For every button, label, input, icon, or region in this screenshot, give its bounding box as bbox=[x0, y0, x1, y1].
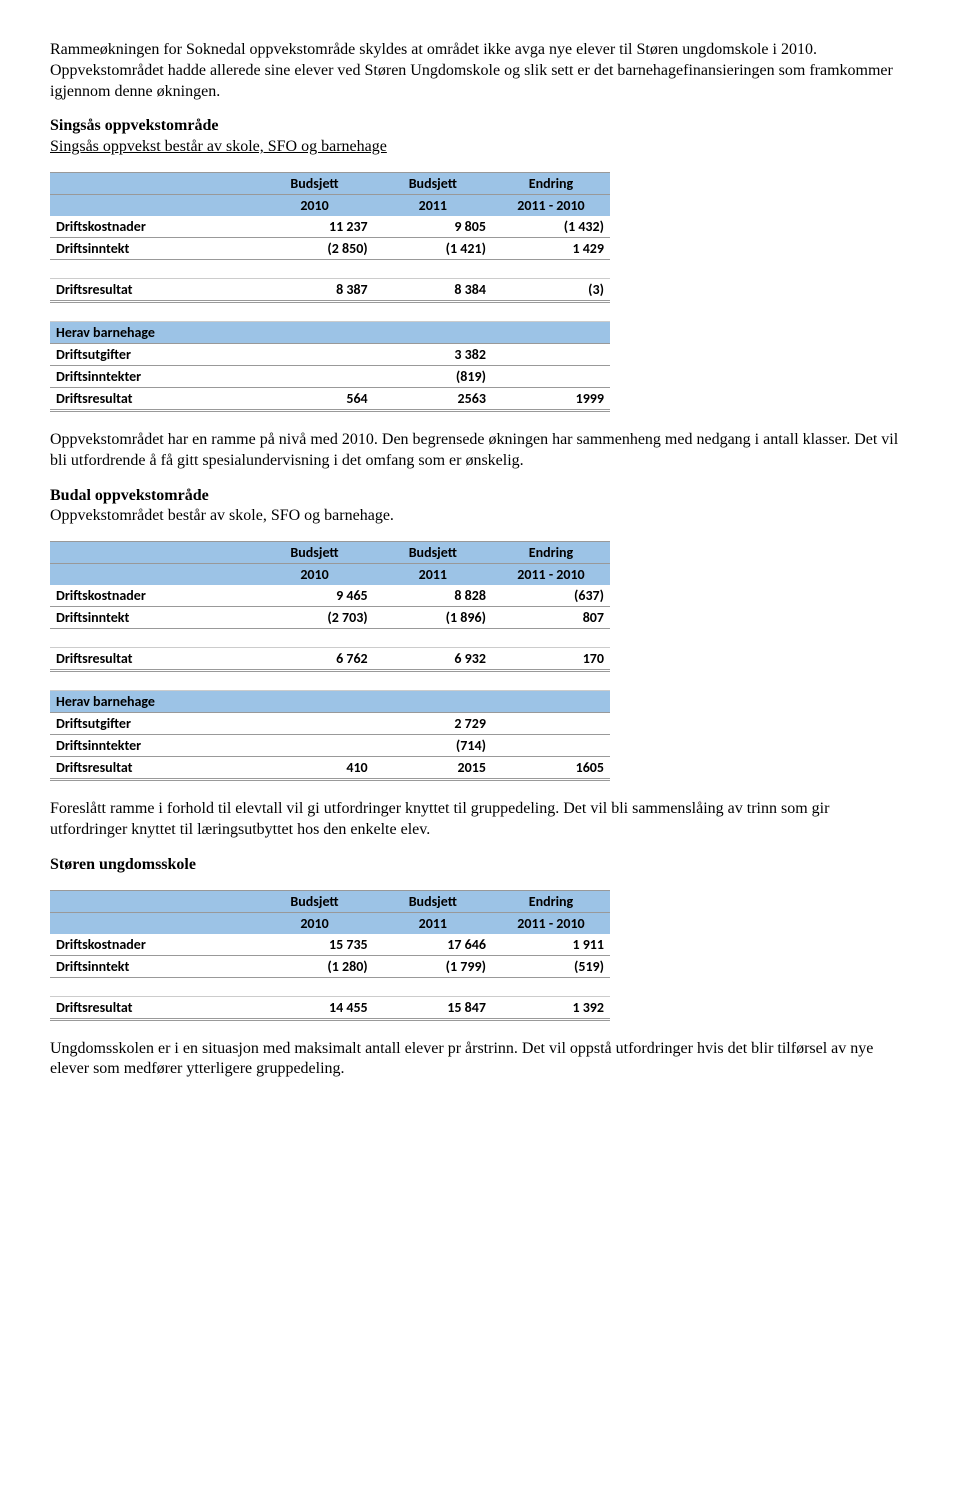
row-label: Herav barnehage bbox=[50, 691, 255, 713]
section-heading: Singsås oppvekstområde Singsås oppvekst … bbox=[50, 116, 910, 158]
heading-sub: Singsås oppvekst består av skole, SFO og… bbox=[50, 138, 387, 155]
row-label: Driftsresultat bbox=[50, 757, 255, 780]
cell: 2563 bbox=[374, 387, 492, 410]
row-label: Driftsinntekter bbox=[50, 735, 255, 757]
row-label: Driftskostnader bbox=[50, 585, 255, 607]
col-year: 2010 bbox=[255, 564, 373, 586]
row-label: Driftskostnader bbox=[50, 216, 255, 238]
budal-table: Budsjett Budsjett Endring 2010 2011 2011… bbox=[50, 541, 610, 781]
col-header: Budsjett bbox=[255, 542, 373, 564]
row-label: Driftsresultat bbox=[50, 996, 255, 1019]
cell: 15 847 bbox=[374, 996, 492, 1019]
col-year: 2011 bbox=[374, 194, 492, 216]
row-label: Driftsinntekt bbox=[50, 237, 255, 259]
cell: 9 465 bbox=[255, 585, 373, 607]
col-year: 2011 - 2010 bbox=[492, 912, 610, 934]
col-year: 2010 bbox=[255, 194, 373, 216]
cell: (1 896) bbox=[374, 607, 492, 629]
cell: (714) bbox=[374, 735, 492, 757]
cell: 170 bbox=[492, 648, 610, 671]
cell bbox=[255, 343, 373, 365]
cell: 2 729 bbox=[374, 713, 492, 735]
cell bbox=[492, 735, 610, 757]
heading-title: Singsås oppvekstområde bbox=[50, 117, 218, 134]
cell: 1999 bbox=[492, 387, 610, 410]
cell: 564 bbox=[255, 387, 373, 410]
col-header: Budsjett bbox=[374, 890, 492, 912]
col-year: 2010 bbox=[255, 912, 373, 934]
paragraph: Ungdomsskolen er i en situasjon med maks… bbox=[50, 1039, 910, 1081]
cell: (2 850) bbox=[255, 237, 373, 259]
singsas-table: Budsjett Budsjett Endring 2010 2011 2011… bbox=[50, 172, 610, 412]
row-label: Driftsresultat bbox=[50, 648, 255, 671]
paragraph: Rammeøkningen for Soknedal oppvekstområd… bbox=[50, 40, 910, 102]
col-header: Budsjett bbox=[255, 890, 373, 912]
col-header: Endring bbox=[492, 542, 610, 564]
cell: (637) bbox=[492, 585, 610, 607]
cell: 6 932 bbox=[374, 648, 492, 671]
cell: 17 646 bbox=[374, 934, 492, 956]
cell: 1605 bbox=[492, 757, 610, 780]
cell: (1 799) bbox=[374, 955, 492, 977]
cell: 3 382 bbox=[374, 343, 492, 365]
row-label: Driftsresultat bbox=[50, 278, 255, 301]
col-header: Budsjett bbox=[374, 172, 492, 194]
heading-title: Støren ungdomsskole bbox=[50, 856, 196, 873]
cell: 14 455 bbox=[255, 996, 373, 1019]
cell: (1 421) bbox=[374, 237, 492, 259]
cell: 9 805 bbox=[374, 216, 492, 238]
cell: (519) bbox=[492, 955, 610, 977]
heading-title: Budal oppvekstområde bbox=[50, 487, 209, 504]
cell: 2015 bbox=[374, 757, 492, 780]
paragraph: Oppvekstområdet har en ramme på nivå med… bbox=[50, 430, 910, 472]
row-label: Driftskostnader bbox=[50, 934, 255, 956]
cell: 1 429 bbox=[492, 237, 610, 259]
cell bbox=[492, 343, 610, 365]
cell bbox=[492, 365, 610, 387]
col-year: 2011 - 2010 bbox=[492, 564, 610, 586]
row-label: Driftsutgifter bbox=[50, 713, 255, 735]
cell: (2 703) bbox=[255, 607, 373, 629]
section-heading: Budal oppvekstområde Oppvekstområdet bes… bbox=[50, 486, 910, 528]
row-label: Herav barnehage bbox=[50, 321, 255, 343]
heading-sub: Oppvekstområdet består av skole, SFO og … bbox=[50, 507, 394, 524]
paragraph: Foreslått ramme i forhold til elevtall v… bbox=[50, 799, 910, 841]
cell: 6 762 bbox=[255, 648, 373, 671]
cell: 15 735 bbox=[255, 934, 373, 956]
cell bbox=[255, 713, 373, 735]
col-year: 2011 bbox=[374, 564, 492, 586]
row-label: Driftsinntekter bbox=[50, 365, 255, 387]
cell bbox=[492, 713, 610, 735]
col-header: Endring bbox=[492, 890, 610, 912]
row-label: Driftsinntekt bbox=[50, 607, 255, 629]
cell: 1 911 bbox=[492, 934, 610, 956]
storen-table: Budsjett Budsjett Endring 2010 2011 2011… bbox=[50, 890, 610, 1021]
cell: 8 384 bbox=[374, 278, 492, 301]
cell: 8 387 bbox=[255, 278, 373, 301]
row-label: Driftsinntekt bbox=[50, 955, 255, 977]
col-header: Endring bbox=[492, 172, 610, 194]
cell: (1 280) bbox=[255, 955, 373, 977]
cell: 8 828 bbox=[374, 585, 492, 607]
cell: (3) bbox=[492, 278, 610, 301]
col-header: Budsjett bbox=[255, 172, 373, 194]
cell: 410 bbox=[255, 757, 373, 780]
section-heading: Støren ungdomsskole bbox=[50, 855, 910, 876]
cell: 1 392 bbox=[492, 996, 610, 1019]
cell bbox=[255, 365, 373, 387]
cell: 11 237 bbox=[255, 216, 373, 238]
cell bbox=[255, 735, 373, 757]
cell: (819) bbox=[374, 365, 492, 387]
cell: (1 432) bbox=[492, 216, 610, 238]
col-year: 2011 bbox=[374, 912, 492, 934]
row-label: Driftsresultat bbox=[50, 387, 255, 410]
col-header: Budsjett bbox=[374, 542, 492, 564]
row-label: Driftsutgifter bbox=[50, 343, 255, 365]
col-year: 2011 - 2010 bbox=[492, 194, 610, 216]
cell: 807 bbox=[492, 607, 610, 629]
